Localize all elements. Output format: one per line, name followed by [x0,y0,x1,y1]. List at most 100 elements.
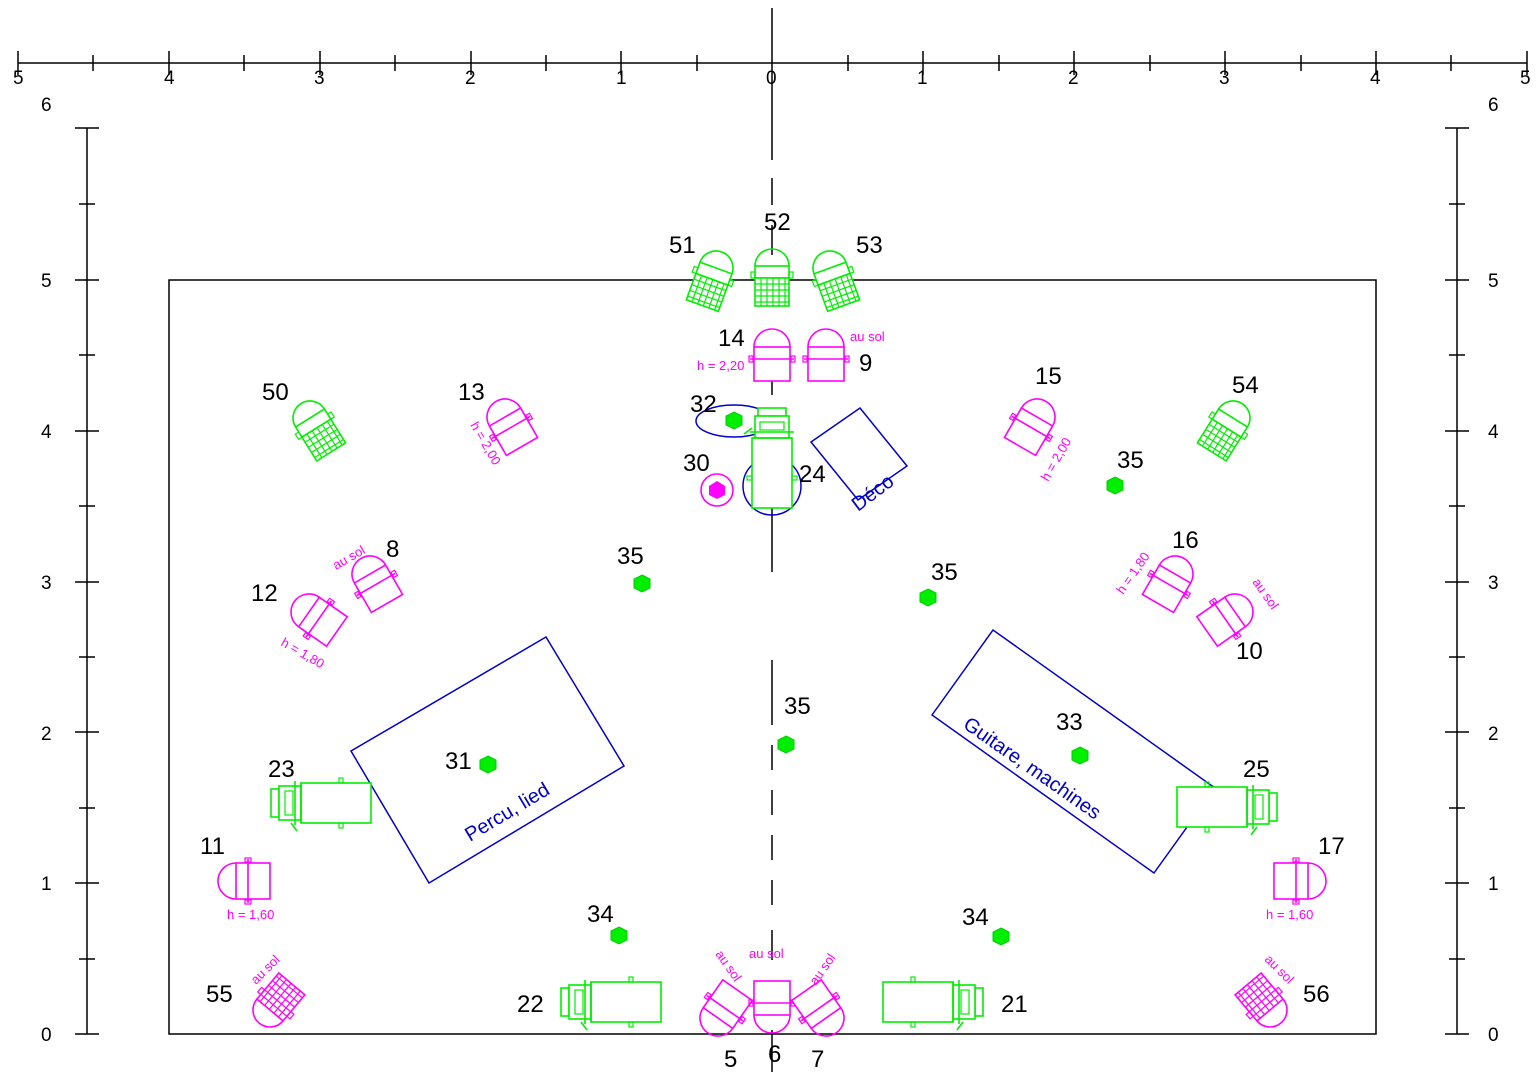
profile-6[interactable] [748,980,796,1034]
spot-35-center [777,735,795,754]
unit-label-35-left: 35 [617,543,644,570]
unit-label-34-left: 34 [587,901,614,928]
right-tick-label: 1 [1488,874,1499,895]
spot-31 [479,755,497,774]
unit-label-6: 6 [768,1041,781,1068]
hexagon-floor-30[interactable] [700,473,734,507]
unit-label-54: 54 [1232,372,1259,399]
unit-label-50: 50 [262,379,289,406]
fresnel-21[interactable] [882,976,984,1031]
unit-label-8: 8 [386,536,399,563]
unit-label-22: 22 [517,991,544,1018]
unit-label-14: 14 [718,325,745,352]
profile-5[interactable] [688,976,758,1047]
profile-11[interactable] [217,857,271,905]
unit-label-32: 32 [690,391,717,418]
unit-label-52: 52 [764,209,791,236]
top-tick-label: 4 [1370,68,1381,89]
unit-label-51: 51 [669,232,696,259]
top-tick-label: 3 [1219,68,1230,89]
unit-label-15: 15 [1035,363,1062,390]
right-scale-labels: 6 5 4 3 2 1 0 [1488,95,1499,1046]
unit-label-35-right-mid: 35 [931,559,958,586]
profile-17[interactable] [1273,857,1327,905]
note-6: au sol [749,946,784,961]
unit-label-30: 30 [683,450,710,477]
unit-label-5: 5 [724,1046,737,1072]
fresnel-22[interactable] [560,976,662,1031]
left-tick-label: 0 [41,1025,52,1046]
profile-14[interactable] [748,328,796,382]
unit-label-25: 25 [1243,756,1270,783]
unit-label-33: 33 [1056,709,1083,736]
flood-50[interactable] [282,391,350,464]
top-tick-label: 2 [1068,68,1079,89]
fresnel-24[interactable] [743,407,798,509]
unit-label-12: 12 [251,580,278,607]
right-tick-label: 3 [1488,573,1499,594]
right-tick-label: 6 [1488,95,1499,116]
fresnel-23[interactable] [270,777,372,832]
spot-34-right [992,927,1010,946]
unit-label-53: 53 [856,232,883,259]
unit-label-9: 9 [859,350,872,377]
unit-label-55: 55 [206,981,233,1008]
flood-52[interactable] [750,248,794,307]
left-tick-label: 1 [41,874,52,895]
top-tick-label: 3 [314,68,325,89]
unit-label-7: 7 [811,1046,824,1072]
top-tick-label: 2 [465,68,476,89]
unit-numbers: 51 52 53 50 54 14 9 13 15 8 12 16 10 11 … [200,209,1345,1072]
note-11: h = 1,60 [227,907,274,922]
unit-label-23: 23 [268,756,295,783]
spot-marks [479,411,1124,946]
fresnel-25[interactable] [1176,781,1278,836]
left-tick-label: 4 [41,422,52,443]
right-scale [1445,127,1469,1035]
top-tick-label: 5 [13,68,24,89]
zone-guitare-label: Guitare, machines [959,713,1105,824]
note-7: au sol [806,951,838,988]
unit-label-10: 10 [1236,638,1263,665]
spot-35-right-top [1106,476,1124,495]
spot-32 [725,411,743,430]
note-5: au sol [713,947,745,984]
right-tick-label: 2 [1488,724,1499,745]
flood-54[interactable] [1193,391,1261,464]
unit-label-35-right-top: 35 [1117,447,1144,474]
left-scale-labels: 6 5 4 3 2 1 0 [41,95,52,1046]
right-tick-label: 4 [1488,422,1499,443]
unit-label-31: 31 [445,748,472,775]
unit-label-35-center: 35 [784,693,811,720]
right-tick-label: 0 [1488,1025,1499,1046]
left-tick-label: 2 [41,724,52,745]
unit-label-17: 17 [1318,833,1345,860]
unit-label-13: 13 [458,379,485,406]
top-tick-label: 5 [1520,68,1531,89]
top-tick-label: 1 [616,68,627,89]
note-14: h = 2,20 [697,358,744,373]
profile-9[interactable] [802,328,850,382]
spot-33 [1071,746,1089,765]
right-tick-label: 5 [1488,271,1499,292]
note-10: au sol [1250,575,1282,612]
left-tick-label: 6 [41,95,52,116]
spot-35-right-mid [919,588,937,607]
flood-53[interactable] [803,244,865,314]
note-17: h = 1,60 [1266,907,1313,922]
profile-7[interactable] [786,976,856,1047]
unit-label-11: 11 [200,833,225,860]
left-scale [75,127,99,1035]
left-tick-label: 5 [41,271,52,292]
unit-label-24: 24 [799,461,826,488]
unit-label-16: 16 [1172,527,1199,554]
left-tick-label: 3 [41,573,52,594]
spot-34-left [610,926,628,945]
top-tick-label: 4 [164,68,175,89]
unit-label-56: 56 [1303,981,1330,1008]
note-9: au sol [850,329,885,344]
top-tick-label: 1 [917,68,928,89]
unit-label-21: 21 [1001,991,1028,1018]
spot-35-left [633,574,651,593]
